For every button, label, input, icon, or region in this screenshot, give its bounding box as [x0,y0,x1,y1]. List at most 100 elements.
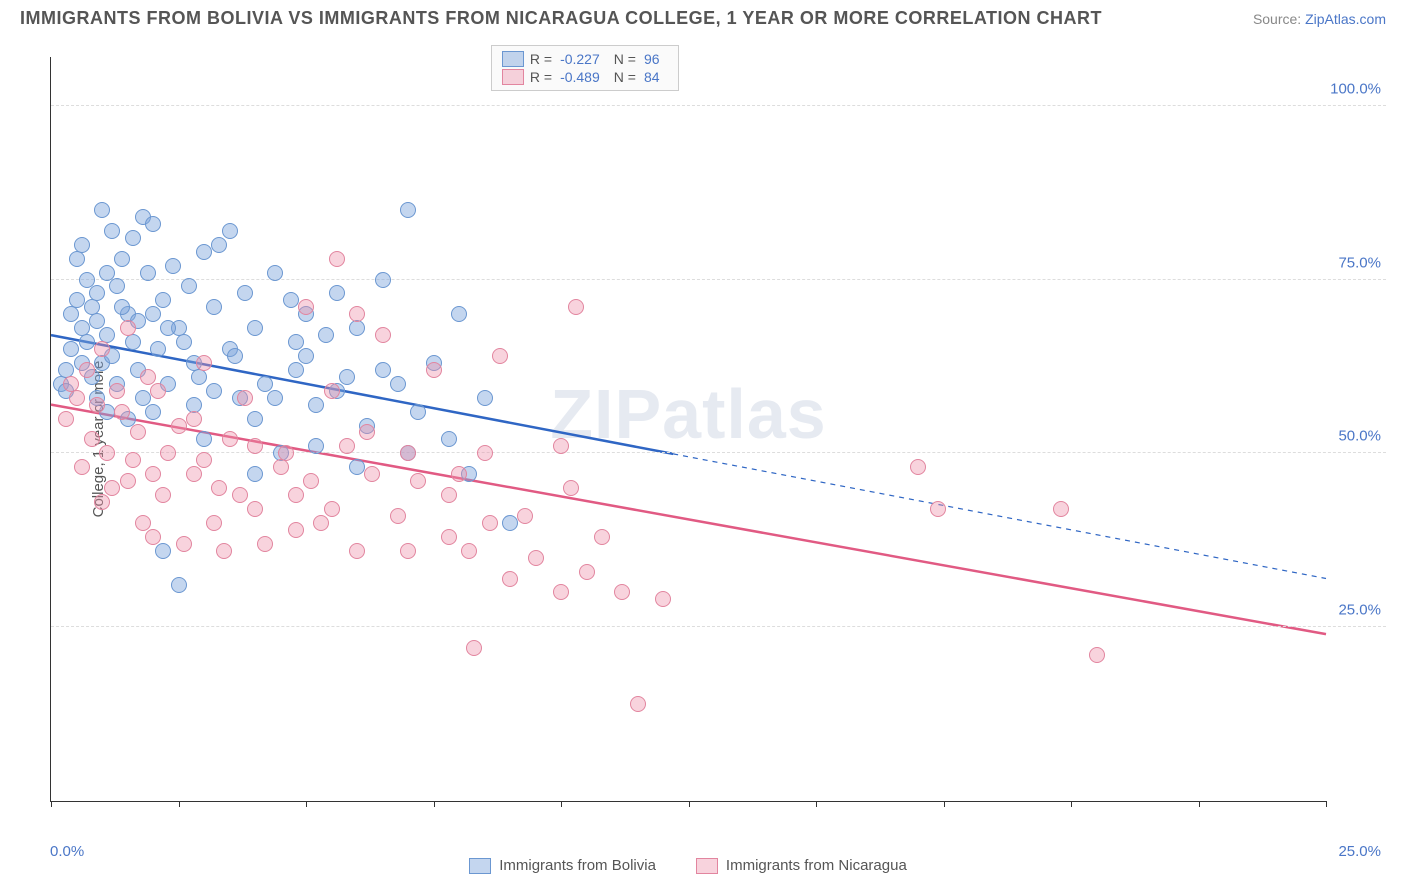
source-link[interactable]: ZipAtlas.com [1305,11,1386,27]
data-point [89,313,105,329]
data-point [135,515,151,531]
data-point [288,334,304,350]
gridline [51,626,1386,627]
data-point [247,320,263,336]
data-point [125,452,141,468]
legend-swatch [696,858,718,874]
data-point [171,418,187,434]
data-point [568,299,584,315]
data-point [206,515,222,531]
stats-legend: R =-0.227N =96R =-0.489N =84 [491,45,679,91]
n-value: 96 [644,51,660,67]
data-point [441,487,457,503]
data-point [492,348,508,364]
data-point [579,564,595,580]
data-point [171,577,187,593]
data-point [313,515,329,531]
data-point [74,459,90,475]
data-point [502,571,518,587]
data-point [339,438,355,454]
data-point [359,424,375,440]
data-point [247,411,263,427]
data-point [308,397,324,413]
data-point [410,473,426,489]
data-point [390,508,406,524]
data-point [339,369,355,385]
legend-item: Immigrants from Bolivia [469,857,656,874]
data-point [216,543,232,559]
data-point [655,591,671,607]
data-point [257,376,273,392]
data-point [288,487,304,503]
data-point [482,515,498,531]
data-point [222,223,238,239]
data-point [150,341,166,357]
data-point [477,390,493,406]
data-point [196,431,212,447]
data-point [150,383,166,399]
data-point [206,299,222,315]
data-point [288,362,304,378]
data-point [237,285,253,301]
data-point [553,438,569,454]
data-point [375,327,391,343]
data-point [441,431,457,447]
data-point [186,466,202,482]
data-point [176,334,192,350]
data-point [349,320,365,336]
data-point [109,278,125,294]
data-point [109,383,125,399]
r-value: -0.489 [560,69,600,85]
data-point [375,272,391,288]
data-point [145,216,161,232]
data-point [63,306,79,322]
data-point [79,362,95,378]
y-tick-label: 100.0% [1330,80,1381,97]
data-point [400,445,416,461]
data-point [1053,501,1069,517]
chart: College, 1 year or more ZIPatlas 25.0%50… [50,45,1386,832]
x-axis-max: 25.0% [1338,843,1381,860]
data-point [227,348,243,364]
data-point [211,237,227,253]
data-point [329,251,345,267]
data-point [79,334,95,350]
data-point [614,584,630,600]
legend-swatch [502,69,524,85]
stats-row: R =-0.227N =96 [502,50,668,68]
data-point [140,265,156,281]
data-point [145,306,161,322]
data-point [502,515,518,531]
data-point [466,640,482,656]
n-value: 84 [644,69,660,85]
data-point [125,230,141,246]
y-tick-label: 50.0% [1338,428,1381,445]
data-point [69,292,85,308]
data-point [594,529,610,545]
data-point [186,411,202,427]
data-point [288,522,304,538]
data-point [94,341,110,357]
data-point [273,459,289,475]
data-point [349,543,365,559]
data-point [94,202,110,218]
data-point [165,258,181,274]
data-point [563,480,579,496]
data-point [257,536,273,552]
data-point [160,320,176,336]
chart-title: IMMIGRANTS FROM BOLIVIA VS IMMIGRANTS FR… [20,8,1102,29]
data-point [910,459,926,475]
data-point [94,494,110,510]
data-point [222,431,238,447]
data-point [155,487,171,503]
data-point [89,397,105,413]
data-point [104,480,120,496]
n-label: N = [614,69,636,85]
data-point [181,278,197,294]
data-point [63,341,79,357]
data-point [364,466,380,482]
data-point [114,251,130,267]
data-point [375,362,391,378]
data-point [1089,647,1105,663]
data-point [308,438,324,454]
